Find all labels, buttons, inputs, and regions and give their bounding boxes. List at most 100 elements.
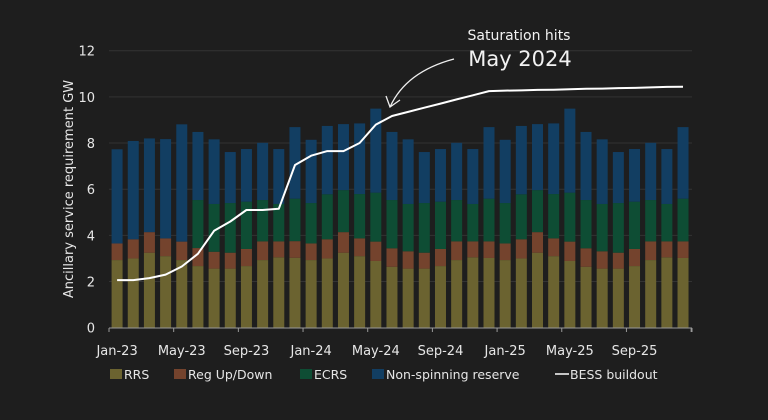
bar-rrs-May-24 (370, 260, 382, 328)
bar-reg-up-down-Oct-23 (257, 241, 269, 261)
y-tick-label: 2 (87, 276, 95, 291)
bar-rrs-May-25 (564, 260, 576, 328)
bar-rrs-Nov-23 (273, 257, 285, 328)
bar-reg-up-down-Jan-23 (111, 243, 123, 261)
bar-non-spinning-reserve-Jun-23 (192, 131, 204, 201)
bar-non-spinning-reserve-Nov-24 (467, 149, 479, 204)
y-tick-label: 6 (87, 183, 95, 198)
x-tick-label: Sep-25 (612, 344, 658, 359)
bar-non-spinning-reserve-Apr-24 (354, 123, 366, 195)
x-tick-label: Jan-25 (484, 344, 526, 359)
bar-reg-up-down-Nov-23 (273, 241, 285, 258)
legend-swatch (372, 369, 384, 379)
bar-rrs-Nov-24 (467, 257, 479, 328)
bar-non-spinning-reserve-Jan-24 (305, 139, 317, 204)
bar-non-spinning-reserve-Aug-24 (418, 152, 430, 204)
bar-ecrs-Jul-23 (208, 203, 220, 252)
bar-ecrs-Apr-24 (354, 194, 366, 239)
bar-rrs-Aug-24 (418, 268, 430, 328)
bar-ecrs-Sep-25 (629, 201, 641, 249)
bar-rrs-Dec-24 (483, 257, 495, 328)
bar-non-spinning-reserve-Jul-23 (208, 139, 220, 204)
bar-rrs-Apr-25 (548, 256, 560, 328)
bar-reg-up-down-Mar-24 (337, 232, 349, 253)
bar-rrs-Jun-24 (386, 266, 398, 328)
bar-ecrs-Jul-24 (402, 203, 414, 252)
x-axis-ticks: Jan-23 May-23 Sep-23 Jan-24 May-24 Sep-24 Jan-… (95, 328, 693, 359)
bar-rrs-Apr-24 (354, 256, 366, 328)
bar-ecrs-Nov-23 (273, 203, 285, 242)
bar-ecrs-Nov-25 (661, 203, 673, 242)
bar-non-spinning-reserve-Apr-23 (160, 139, 172, 239)
bar-non-spinning-reserve-Jul-24 (402, 139, 414, 204)
bar-non-spinning-reserve-Jun-24 (386, 131, 398, 201)
bar-rrs-Apr-23 (160, 256, 172, 328)
legend-label: Reg Up/Down (188, 367, 272, 382)
bar-reg-up-down-Oct-25 (645, 241, 657, 261)
annotation-line2: May 2024 (468, 47, 572, 71)
bar-non-spinning-reserve-Apr-25 (548, 123, 560, 195)
bar-reg-up-down-Sep-25 (629, 248, 641, 267)
x-tick-label: May-24 (352, 344, 400, 359)
bar-reg-up-down-Apr-23 (160, 238, 172, 257)
bar-rrs-Aug-23 (224, 268, 236, 328)
bar-reg-up-down-May-25 (564, 241, 576, 261)
bar-rrs-Jul-23 (208, 268, 220, 328)
bar-ecrs-Feb-24 (321, 194, 333, 240)
bar-rrs-Jul-25 (596, 268, 608, 328)
bar-reg-up-down-Feb-23 (127, 239, 139, 259)
bar-rrs-Jan-24 (305, 260, 317, 328)
legend-label: ECRS (314, 367, 347, 382)
bar-non-spinning-reserve-May-25 (564, 108, 576, 193)
bar-rrs-Dec-23 (289, 257, 301, 328)
bar-reg-up-down-Jan-24 (305, 243, 317, 261)
bar-reg-up-down-Jul-23 (208, 251, 220, 269)
bar-rrs-Feb-24 (321, 258, 333, 328)
bar-non-spinning-reserve-Sep-24 (434, 149, 446, 202)
bar-non-spinning-reserve-Sep-23 (240, 149, 252, 202)
bar-reg-up-down-Jul-25 (596, 251, 608, 269)
bar-rrs-Dec-25 (677, 257, 689, 328)
bar-non-spinning-reserve-Aug-25 (612, 152, 624, 204)
bar-ecrs-Mar-24 (337, 190, 349, 233)
bar-non-spinning-reserve-Nov-23 (273, 149, 285, 204)
bar-reg-up-down-Jan-25 (499, 243, 511, 261)
legend-label: RRS (124, 367, 149, 382)
bar-non-spinning-reserve-Mar-24 (337, 124, 349, 191)
bar-rrs-Sep-23 (240, 266, 252, 328)
bar-reg-up-down-Aug-23 (224, 252, 236, 269)
bar-non-spinning-reserve-Oct-25 (645, 142, 657, 201)
bar-reg-up-down-May-23 (176, 241, 188, 261)
bar-ecrs-Jun-25 (580, 200, 592, 249)
bar-ecrs-Mar-25 (532, 190, 544, 233)
bar-ecrs-Aug-23 (224, 203, 236, 253)
bar-ecrs-Jan-24 (305, 203, 317, 244)
bar-rrs-Sep-24 (434, 266, 446, 328)
bar-non-spinning-reserve-May-23 (176, 124, 188, 242)
bar-rrs-Aug-25 (612, 268, 624, 328)
annotation-line1: Saturation hits (468, 28, 571, 44)
bar-reg-up-down-Feb-24 (321, 239, 333, 259)
bar-reg-up-down-Nov-24 (467, 241, 479, 258)
bar-non-spinning-reserve-Mar-23 (143, 138, 155, 233)
bar-reg-up-down-Dec-24 (483, 241, 495, 258)
legend-swatch (174, 369, 186, 379)
bar-non-spinning-reserve-Jan-25 (499, 139, 511, 204)
bar-rrs-Oct-25 (645, 260, 657, 328)
bar-rrs-Mar-24 (337, 252, 349, 328)
bar-reg-up-down-Sep-24 (434, 248, 446, 267)
bar-reg-up-down-Apr-24 (354, 238, 366, 257)
legend-swatch (300, 369, 312, 379)
bar-rrs-Jul-24 (402, 268, 414, 328)
y-tick-label: 4 (87, 229, 95, 244)
bar-reg-up-down-Jun-25 (580, 248, 592, 267)
bar-ecrs-Aug-24 (418, 203, 430, 253)
bar-rrs-May-23 (176, 260, 188, 328)
legend-label: Non-spinning reserve (386, 367, 520, 382)
bars (111, 108, 689, 328)
bar-rrs-Oct-23 (257, 260, 269, 328)
bar-reg-up-down-Nov-25 (661, 241, 673, 258)
bar-reg-up-down-May-24 (370, 241, 382, 261)
annotation-arrow (389, 58, 455, 108)
bar-rrs-Oct-24 (451, 260, 463, 328)
